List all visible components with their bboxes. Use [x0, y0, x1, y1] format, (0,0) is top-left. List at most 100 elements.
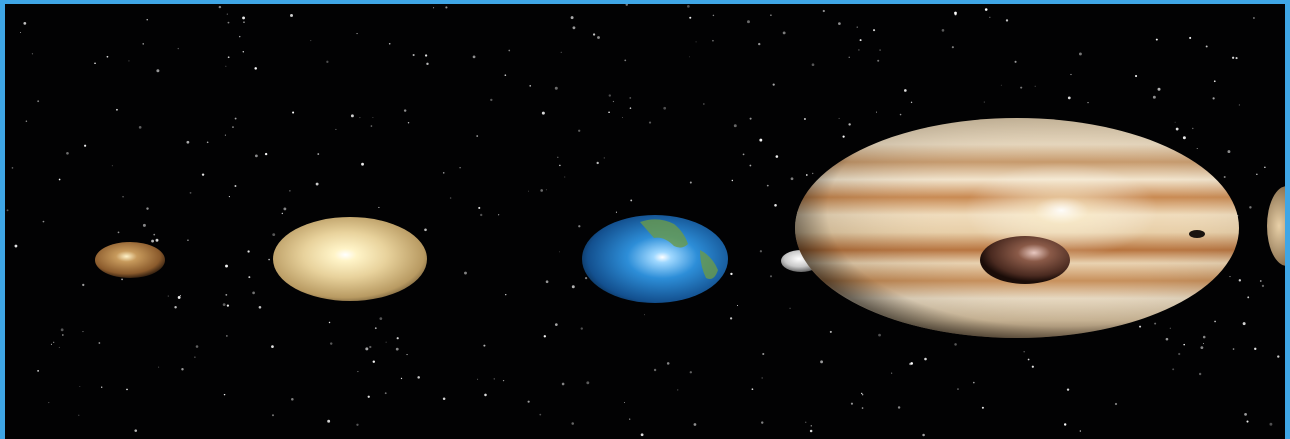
star — [677, 389, 679, 391]
star — [372, 360, 376, 363]
star — [350, 114, 354, 118]
star — [122, 196, 124, 198]
star — [227, 21, 230, 24]
star — [578, 225, 581, 228]
star — [326, 60, 329, 63]
star — [951, 46, 954, 49]
star — [37, 100, 40, 103]
star — [1134, 74, 1138, 78]
star — [586, 381, 590, 385]
star — [1202, 343, 1204, 345]
star — [624, 59, 627, 62]
star — [181, 368, 184, 371]
star — [329, 342, 333, 345]
star — [1178, 352, 1181, 356]
star — [58, 346, 60, 349]
star — [388, 42, 391, 45]
star — [578, 129, 581, 132]
star — [612, 100, 615, 103]
star — [412, 53, 415, 57]
star — [292, 111, 295, 114]
star — [483, 344, 486, 347]
star — [1169, 327, 1171, 329]
star — [805, 174, 808, 176]
star — [759, 250, 763, 253]
star — [622, 117, 623, 118]
star — [426, 62, 429, 66]
star — [225, 293, 228, 296]
star — [629, 418, 631, 420]
star — [762, 352, 765, 356]
star — [1212, 97, 1215, 100]
star — [153, 233, 156, 236]
star — [445, 6, 448, 9]
star — [1182, 136, 1186, 140]
star — [424, 54, 428, 57]
star — [315, 182, 319, 186]
star — [1066, 388, 1070, 391]
star — [899, 113, 902, 116]
star — [167, 295, 169, 297]
star — [1249, 206, 1252, 209]
star — [1261, 284, 1265, 288]
star — [561, 382, 565, 386]
star — [248, 276, 251, 279]
star — [749, 117, 752, 120]
star — [596, 161, 599, 165]
star — [957, 388, 959, 391]
star — [174, 306, 177, 309]
star — [981, 406, 984, 409]
star — [1242, 322, 1246, 326]
star — [878, 333, 881, 337]
star — [225, 264, 228, 268]
star — [1031, 365, 1034, 368]
star — [1253, 17, 1255, 19]
star — [417, 376, 420, 379]
star — [1000, 84, 1002, 86]
star — [954, 13, 957, 16]
star — [571, 285, 575, 289]
star — [770, 14, 772, 16]
star — [189, 191, 192, 194]
star — [1023, 351, 1025, 353]
star — [48, 402, 50, 404]
star — [663, 106, 667, 110]
star — [891, 372, 893, 374]
star — [378, 206, 380, 209]
star — [560, 51, 562, 53]
star — [924, 357, 927, 361]
star — [156, 239, 158, 241]
star — [689, 16, 692, 19]
star — [1189, 36, 1192, 39]
mercury — [95, 242, 165, 278]
star — [629, 107, 632, 109]
star — [247, 250, 250, 253]
star — [226, 304, 230, 307]
star — [367, 395, 370, 398]
star — [243, 21, 245, 23]
star — [1014, 60, 1017, 63]
star — [572, 26, 576, 30]
star — [736, 304, 738, 306]
star — [226, 335, 228, 337]
star — [838, 117, 840, 120]
star — [78, 414, 80, 416]
star — [151, 239, 154, 243]
star — [142, 43, 144, 45]
star — [239, 35, 241, 38]
star — [356, 423, 359, 426]
star — [478, 206, 481, 209]
star — [117, 231, 120, 234]
star — [79, 386, 81, 387]
star — [1087, 102, 1089, 104]
star — [224, 134, 226, 136]
star — [1254, 347, 1257, 351]
star — [1067, 96, 1071, 100]
star — [1198, 372, 1202, 376]
star — [66, 151, 69, 155]
star — [1175, 127, 1179, 131]
star — [433, 7, 435, 9]
star — [1183, 343, 1185, 346]
star — [50, 343, 53, 345]
star — [121, 278, 123, 281]
